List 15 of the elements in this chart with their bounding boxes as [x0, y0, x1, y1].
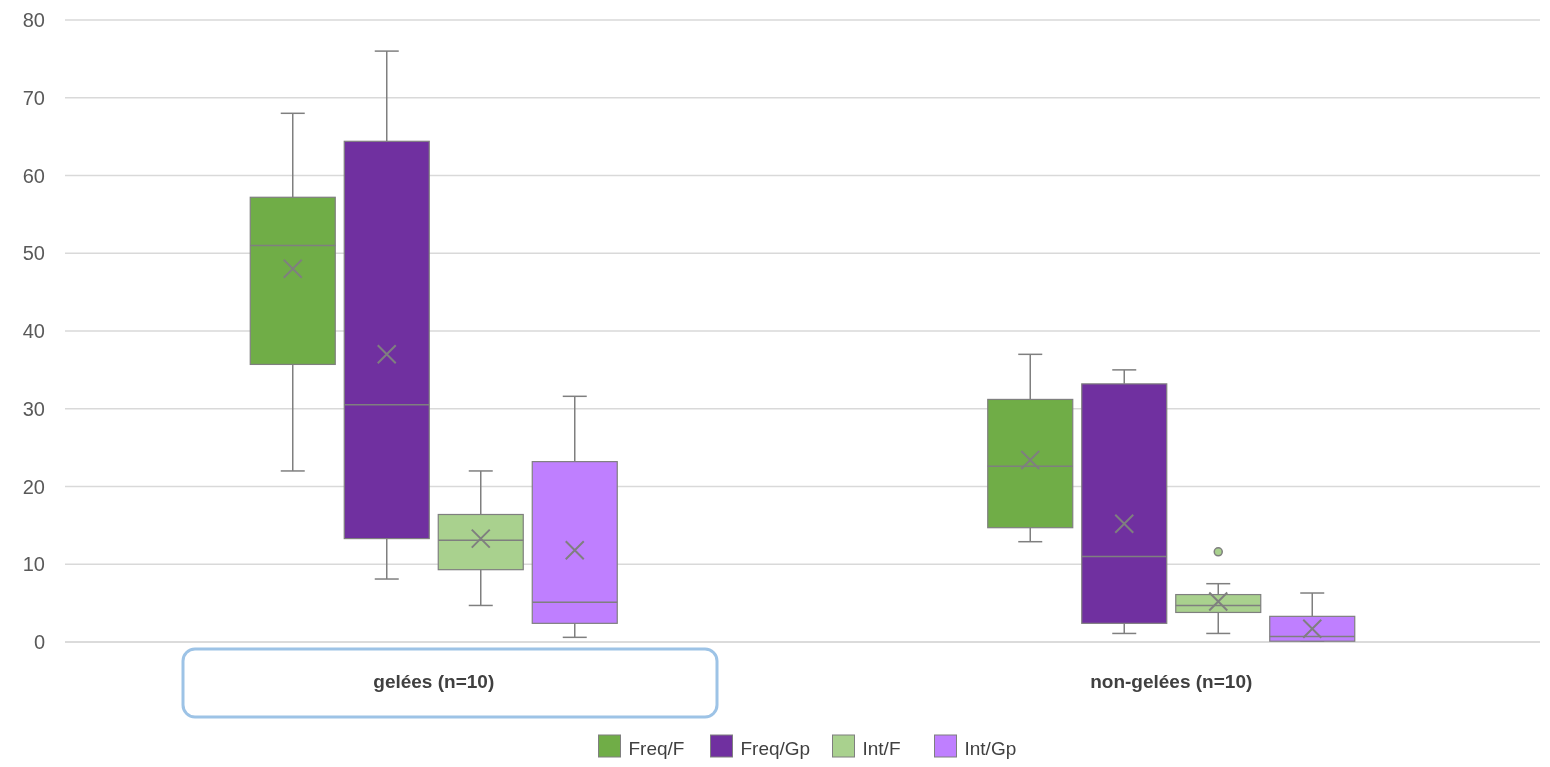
y-tick-label: 30: [22, 397, 45, 420]
legend-label: Freq/Gp: [740, 737, 811, 759]
legend-label: Int/F: [862, 737, 901, 759]
legend-label: Freq/F: [628, 737, 685, 759]
y-tick-label: 0: [33, 631, 45, 653]
y-tick-label: 50: [22, 242, 45, 265]
y-tick-label: 10: [22, 553, 45, 576]
y-tick-label: 60: [22, 164, 45, 187]
y-tick-label: 20: [22, 475, 45, 498]
y-tick-label: 80: [22, 9, 45, 31]
x-tick-label: gelées (n=10): [373, 671, 495, 692]
legend-label: Int/Gp: [964, 737, 1017, 759]
y-tick-label: 70: [22, 86, 45, 109]
x-tick-label: non-gelées (n=10): [1090, 671, 1253, 692]
y-tick-label: 40: [22, 320, 45, 342]
